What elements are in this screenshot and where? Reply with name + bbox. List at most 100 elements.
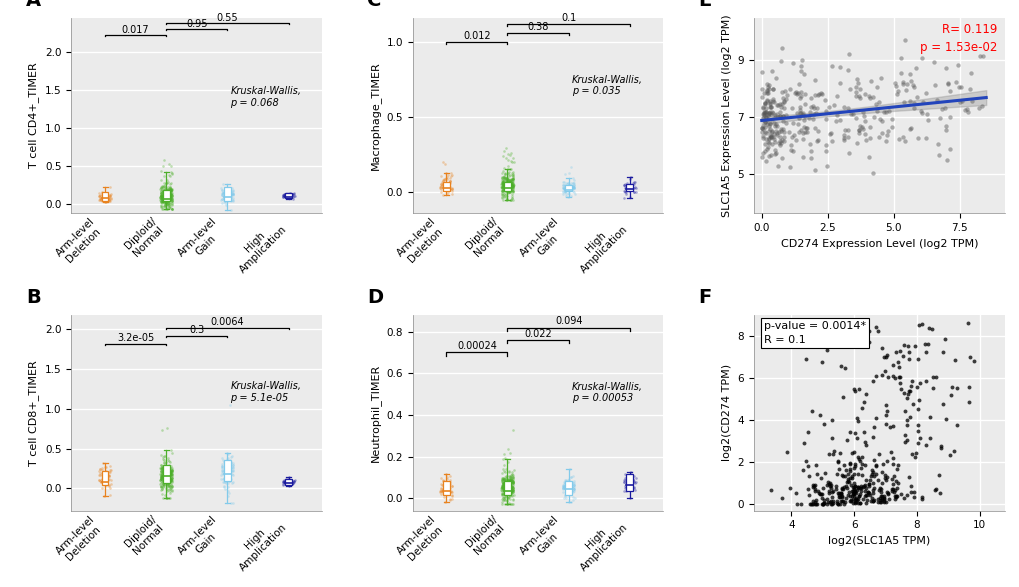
Point [223, 192, 239, 201]
Point [497, 478, 514, 488]
Point [502, 486, 519, 495]
Point [502, 475, 519, 484]
Point [155, 190, 171, 199]
Point [159, 471, 175, 481]
Point [221, 467, 237, 477]
Point [496, 477, 513, 487]
Point [826, 482, 843, 491]
Point [501, 187, 518, 196]
Point [622, 494, 638, 503]
Point [834, 470, 850, 480]
Point [494, 489, 511, 498]
Point [498, 180, 515, 190]
Point [163, 187, 179, 196]
Point [498, 184, 515, 194]
Point [498, 486, 515, 495]
Point [902, 382, 918, 391]
Point [800, 471, 816, 481]
Point [160, 464, 176, 474]
Point [495, 146, 512, 156]
Point [497, 480, 514, 490]
Point [812, 474, 828, 483]
Point [772, 493, 789, 502]
Point [756, 147, 772, 156]
Point [222, 476, 238, 485]
Point [434, 480, 450, 490]
Point [154, 475, 170, 484]
Point [494, 182, 511, 191]
Point [824, 498, 841, 508]
Point [560, 480, 577, 490]
Point [873, 129, 890, 138]
Point [91, 475, 107, 485]
Point [753, 127, 769, 137]
Point [223, 453, 239, 462]
Point [840, 49, 856, 58]
Point [495, 180, 512, 190]
Point [556, 490, 573, 500]
Point [808, 500, 824, 509]
Point [762, 102, 779, 112]
Point [162, 183, 178, 193]
Point [494, 477, 511, 487]
Point [765, 146, 782, 155]
Point [844, 490, 860, 499]
Point [222, 190, 238, 199]
Point [822, 415, 839, 424]
Point [554, 483, 571, 492]
Point [155, 191, 171, 201]
Point [864, 486, 880, 495]
Point [498, 186, 515, 195]
Point [825, 100, 842, 109]
Point [154, 188, 170, 197]
Point [884, 372, 901, 381]
Point [792, 91, 808, 100]
Bar [224, 460, 230, 481]
Point [560, 185, 577, 195]
Point [851, 498, 867, 508]
Point [155, 185, 171, 194]
Point [804, 496, 820, 505]
Point [163, 468, 179, 477]
Point [218, 477, 234, 486]
Point [98, 463, 114, 472]
Point [219, 450, 235, 459]
Point [159, 469, 175, 478]
Point [495, 475, 512, 485]
Point [224, 466, 240, 475]
Point [497, 174, 514, 183]
Point [564, 183, 580, 193]
Point [625, 187, 641, 197]
Point [560, 498, 577, 507]
Point [498, 182, 515, 191]
Point [759, 143, 775, 152]
Point [503, 174, 520, 183]
Point [163, 468, 179, 477]
Point [161, 477, 177, 487]
Point [753, 123, 769, 133]
Point [96, 194, 112, 203]
Point [282, 188, 299, 198]
Point [627, 184, 643, 193]
Point [497, 185, 514, 194]
Point [275, 192, 291, 201]
Point [161, 465, 177, 475]
Point [865, 495, 881, 505]
Point [223, 189, 239, 198]
Point [213, 461, 229, 471]
Point [815, 420, 832, 429]
Point [159, 186, 175, 195]
Point [216, 478, 232, 487]
Point [152, 193, 168, 203]
Point [502, 183, 519, 192]
Point [561, 183, 578, 193]
Point [849, 498, 865, 508]
Point [555, 183, 572, 193]
Point [218, 478, 234, 487]
Point [158, 194, 174, 203]
Point [159, 453, 175, 463]
Point [436, 159, 452, 168]
Point [773, 99, 790, 109]
Point [494, 484, 511, 493]
Point [787, 89, 803, 98]
